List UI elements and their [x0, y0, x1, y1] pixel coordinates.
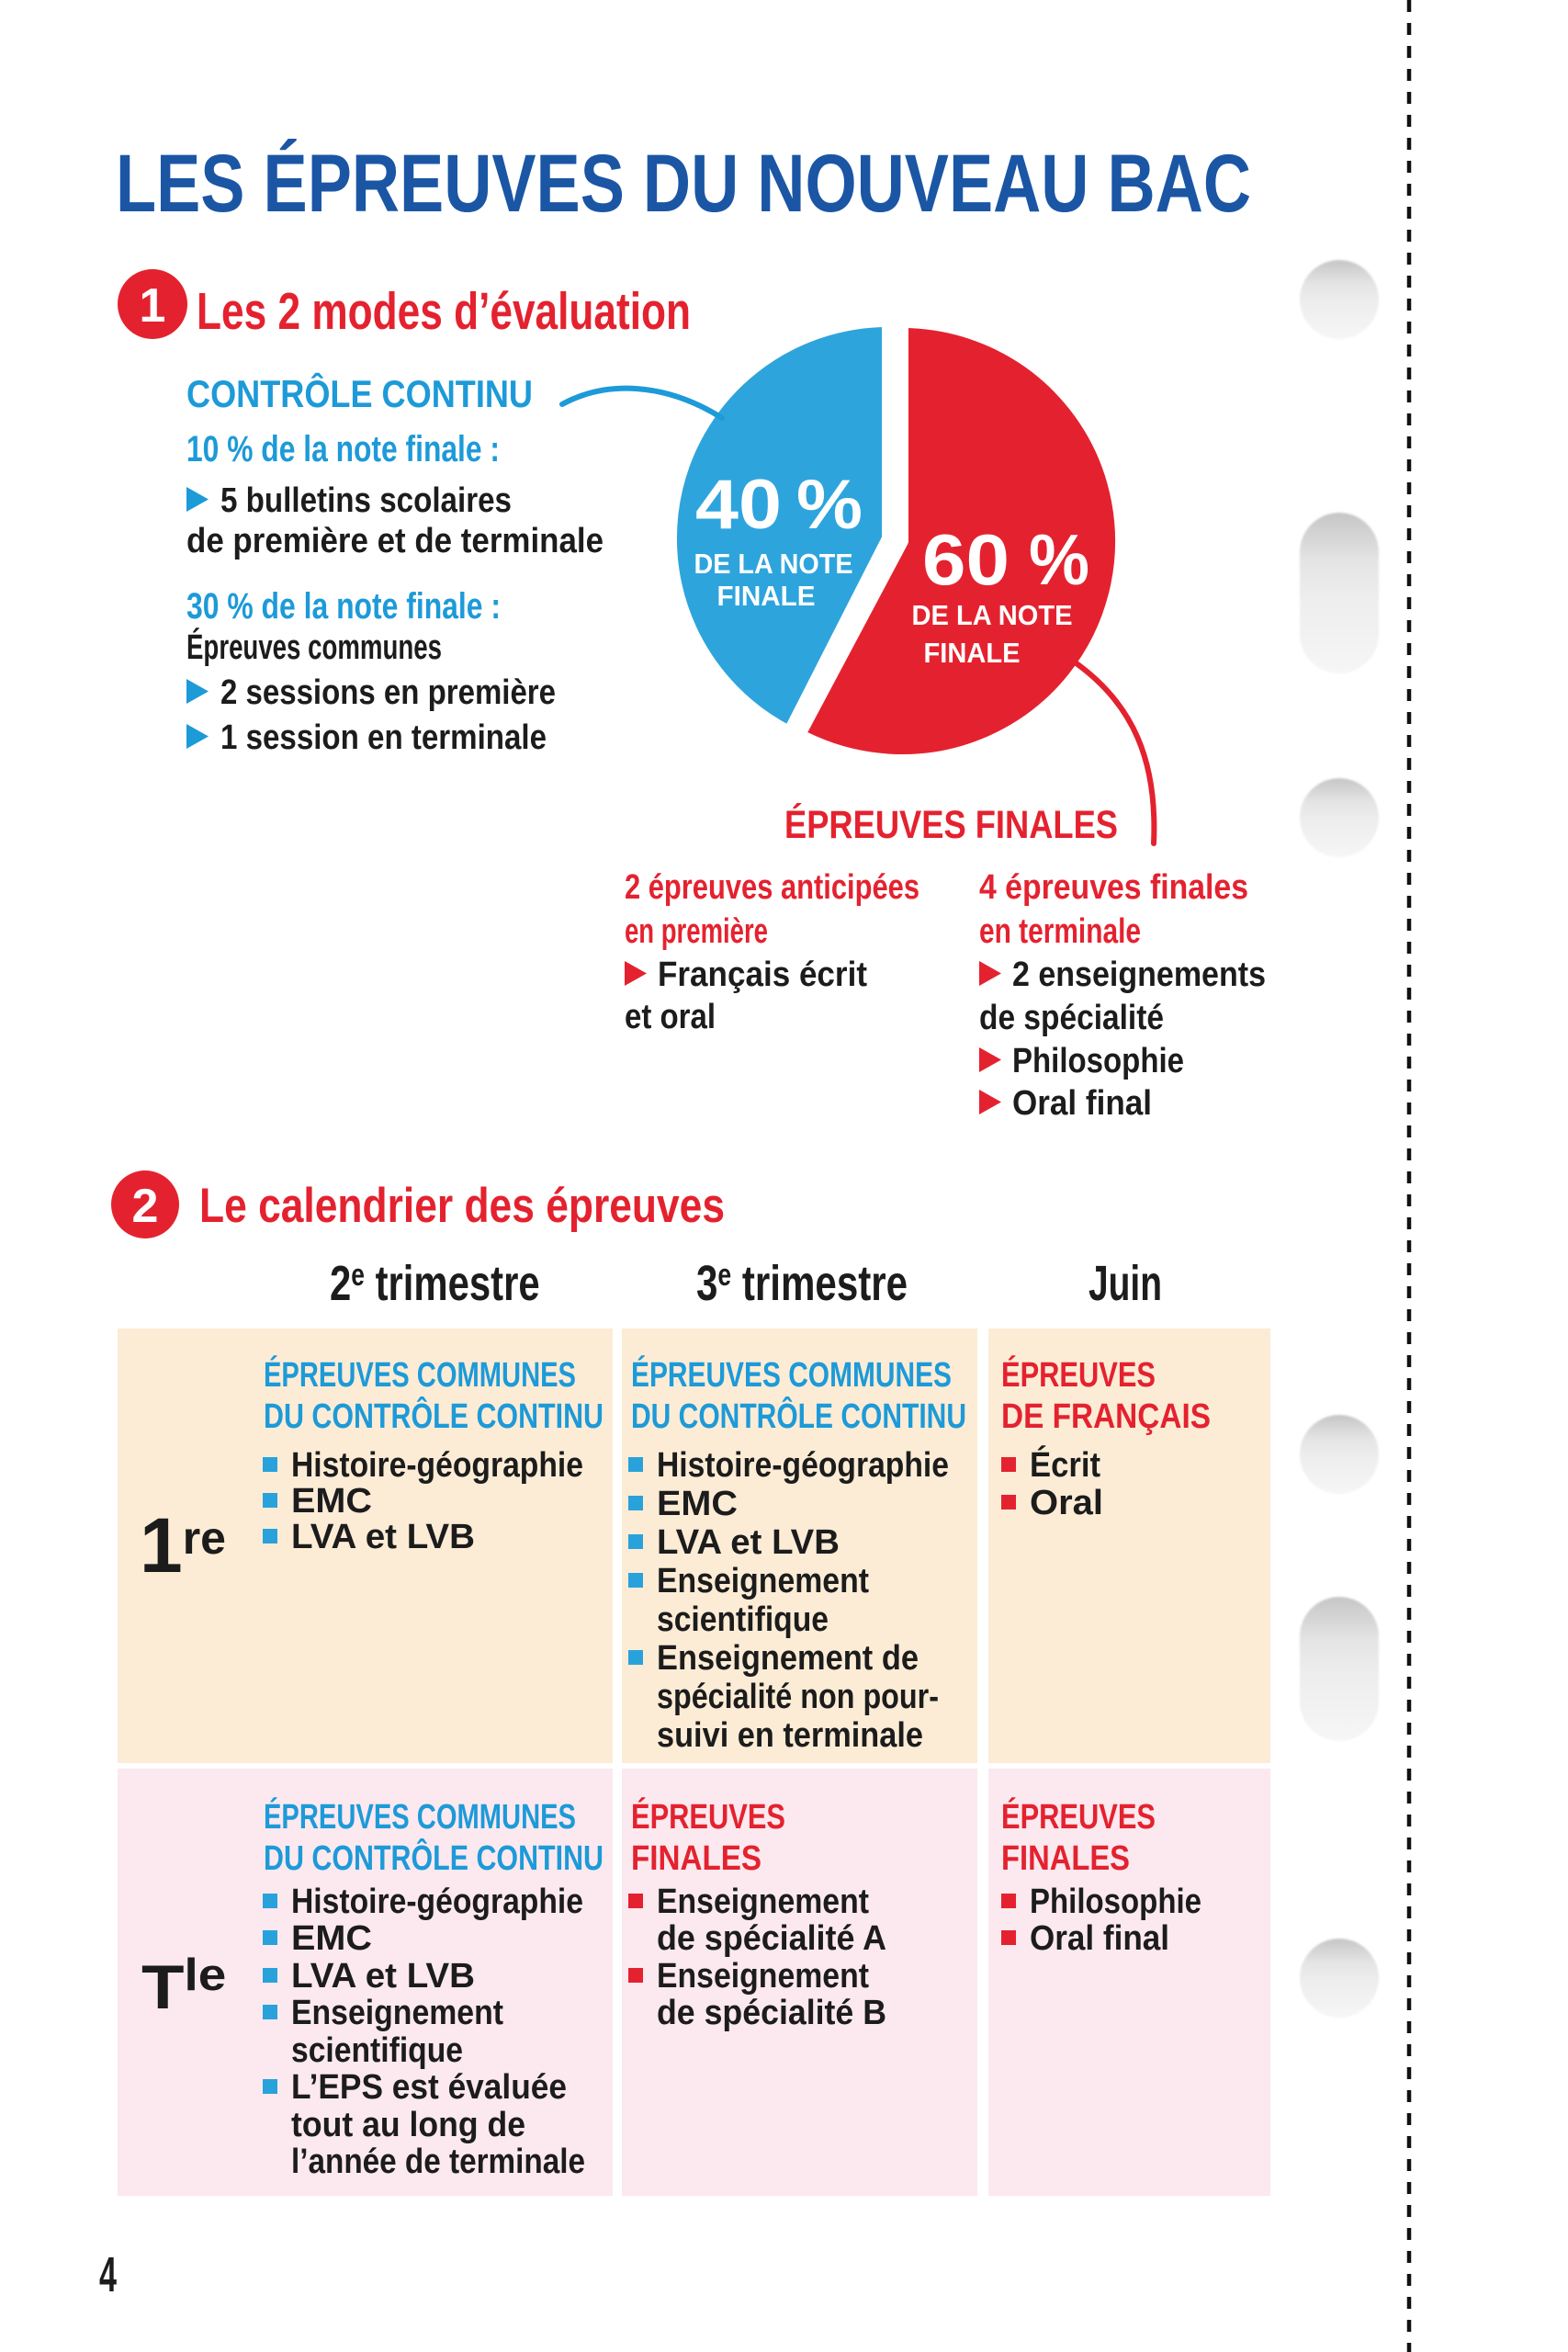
svg-text:tout au long de: tout au long de [291, 2106, 525, 2144]
svg-text:en première: en première [625, 912, 768, 951]
svg-text:FINALE: FINALE [924, 637, 1021, 669]
svg-text:scientifique: scientifique [657, 1600, 829, 1639]
svg-text:DU CONTRÔLE CONTINU: DU CONTRÔLE CONTINU [264, 1837, 604, 1878]
svg-text:FINALES: FINALES [1001, 1839, 1130, 1878]
svg-text:EMC: EMC [657, 1485, 738, 1523]
svg-text:et oral: et oral [625, 998, 716, 1036]
svg-text:de spécialité: de spécialité [979, 999, 1164, 1037]
svg-text:ÉPREUVES: ÉPREUVES [1001, 1354, 1156, 1395]
svg-text:l’année de terminale: l’année de terminale [291, 2143, 585, 2181]
svg-text:4 épreuves finales: 4 épreuves finales [979, 868, 1248, 907]
svg-text:ÉPREUVES: ÉPREUVES [631, 1796, 785, 1837]
svg-text:LVA et LVB: LVA et LVB [291, 1957, 475, 1996]
svg-text:%: % [1029, 519, 1089, 600]
svg-text:5 bulletins scolaires: 5 bulletins scolaires [220, 481, 512, 520]
svg-text:de spécialité A: de spécialité A [657, 1919, 886, 1958]
svg-text:Histoire-géographie: Histoire-géographie [657, 1446, 949, 1485]
svg-text:FINALES: FINALES [631, 1839, 761, 1878]
svg-text:1: 1 [140, 279, 166, 333]
svg-text:30 % de la note finale :: 30 % de la note finale : [186, 586, 501, 627]
svg-text:LES ÉPREUVES DU NOUVEAU BAC: LES ÉPREUVES DU NOUVEAU BAC [116, 137, 1251, 229]
svg-text:de première et de terminale: de première et de terminale [186, 522, 604, 560]
svg-text:CONTRÔLE CONTINU: CONTRÔLE CONTINU [186, 371, 533, 415]
svg-text:Histoire-géographie: Histoire-géographie [291, 1446, 583, 1485]
svg-text:LVA et LVB: LVA et LVB [291, 1518, 475, 1556]
svg-text:DU CONTRÔLE CONTINU: DU CONTRÔLE CONTINU [264, 1395, 604, 1436]
svg-text:Les 2 modes d’évaluation: Les 2 modes d’évaluation [197, 282, 691, 341]
svg-text:Enseignement de: Enseignement de [657, 1639, 919, 1678]
svg-text:suivi en terminale: suivi en terminale [657, 1716, 923, 1755]
svg-text:4: 4 [99, 2247, 117, 2302]
svg-text:FINALE: FINALE [717, 580, 816, 612]
svg-text:3e trimestre: 3e trimestre [696, 1256, 908, 1311]
svg-text:ÉPREUVES COMMUNES: ÉPREUVES COMMUNES [631, 1354, 952, 1395]
svg-text:2 enseignements: 2 enseignements [1012, 956, 1266, 994]
svg-text:Enseignement: Enseignement [291, 1994, 503, 2032]
svg-text:ÉPREUVES: ÉPREUVES [1001, 1796, 1156, 1837]
svg-text:Enseignement: Enseignement [657, 1883, 869, 1921]
svg-text:Le calendrier des épreuves: Le calendrier des épreuves [199, 1179, 725, 1233]
svg-text:40: 40 [695, 466, 782, 544]
svg-text:LVA et LVB: LVA et LVB [657, 1523, 840, 1562]
svg-text:1re: 1re [140, 1502, 226, 1589]
svg-text:Oral final: Oral final [1030, 1919, 1169, 1958]
svg-text:ÉPREUVES COMMUNES: ÉPREUVES COMMUNES [264, 1796, 576, 1837]
svg-text:2e trimestre: 2e trimestre [330, 1256, 540, 1311]
svg-text:ÉPREUVES COMMUNES: ÉPREUVES COMMUNES [264, 1354, 576, 1395]
svg-text:Épreuves communes: Épreuves communes [186, 627, 442, 667]
svg-text:2: 2 [132, 1180, 159, 1233]
svg-text:Juin: Juin [1089, 1256, 1162, 1311]
svg-text:spécialité non pour-: spécialité non pour- [657, 1678, 939, 1716]
svg-text:Oral final: Oral final [1012, 1084, 1152, 1123]
svg-text:60: 60 [922, 519, 1010, 600]
svg-text:Philosophie: Philosophie [1030, 1883, 1201, 1921]
svg-text:Histoire-géographie: Histoire-géographie [291, 1883, 583, 1921]
svg-text:DE LA NOTE: DE LA NOTE [912, 599, 1073, 631]
svg-text:DE LA NOTE: DE LA NOTE [694, 548, 853, 580]
svg-text:scientifique: scientifique [291, 2031, 463, 2070]
svg-text:2 épreuves anticipées: 2 épreuves anticipées [625, 868, 919, 907]
svg-text:L’EPS est évaluée: L’EPS est évaluée [291, 2068, 567, 2107]
svg-text:ÉPREUVES FINALES: ÉPREUVES FINALES [784, 803, 1118, 847]
svg-text:Philosophie: Philosophie [1012, 1042, 1184, 1080]
svg-text:Enseignement: Enseignement [657, 1957, 869, 1996]
svg-text:%: % [796, 466, 863, 544]
svg-text:Français écrit: Français écrit [658, 956, 867, 994]
svg-text:10 % de la note finale :: 10 % de la note finale : [186, 429, 500, 469]
svg-text:Tle: Tle [141, 1951, 226, 2022]
svg-text:de spécialité B: de spécialité B [657, 1994, 886, 2032]
svg-text:2 sessions en première: 2 sessions en première [220, 673, 556, 712]
svg-text:EMC: EMC [291, 1919, 372, 1958]
svg-text:Enseignement: Enseignement [657, 1562, 869, 1600]
svg-text:en terminale: en terminale [979, 912, 1141, 951]
svg-text:EMC: EMC [291, 1482, 372, 1521]
svg-text:Écrit: Écrit [1030, 1444, 1100, 1485]
svg-text:Oral: Oral [1030, 1484, 1103, 1522]
svg-text:1 session en terminale: 1 session en terminale [220, 718, 547, 757]
svg-text:DE FRANÇAIS: DE FRANÇAIS [1001, 1397, 1211, 1436]
svg-text:DU CONTRÔLE CONTINU: DU CONTRÔLE CONTINU [631, 1395, 966, 1436]
